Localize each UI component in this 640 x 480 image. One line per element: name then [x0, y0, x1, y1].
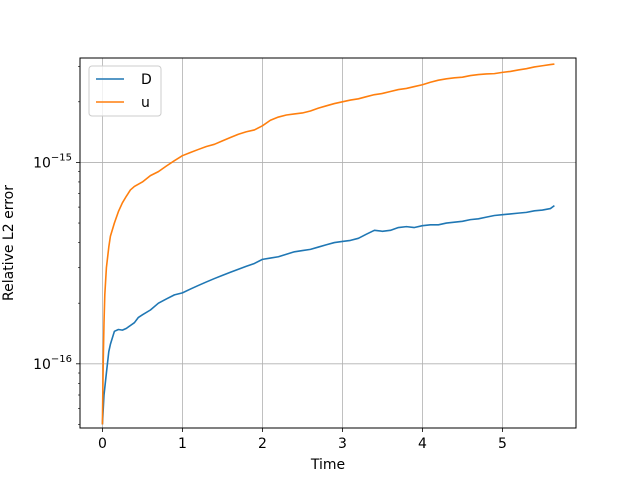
legend-label-u: u — [141, 95, 150, 111]
plot-frame — [79, 57, 577, 429]
x-tick-label: 3 — [338, 436, 347, 452]
legend-label-D: D — [141, 72, 152, 88]
grid — [80, 58, 576, 428]
x-tick-label: 5 — [498, 436, 507, 452]
x-tick-label: 1 — [178, 436, 187, 452]
x-axis: 0 1 2 3 4 5 — [98, 428, 507, 452]
x-tick-label: 4 — [418, 436, 427, 452]
y-axis-label: Relative L2 error — [1, 185, 17, 301]
legend: Du — [88, 65, 162, 117]
x-tick-label: 2 — [258, 436, 267, 452]
series-line-D — [101, 205, 555, 425]
series-line-u — [101, 63, 555, 425]
series-layer — [101, 63, 555, 425]
y-tick-label: 10−15 — [33, 152, 72, 171]
y-axis: 10−16 10−15 — [33, 66, 80, 425]
y-tick-label: 10−16 — [33, 354, 72, 373]
x-tick-label: 0 — [98, 436, 107, 452]
x-axis-label: Time — [310, 457, 345, 473]
